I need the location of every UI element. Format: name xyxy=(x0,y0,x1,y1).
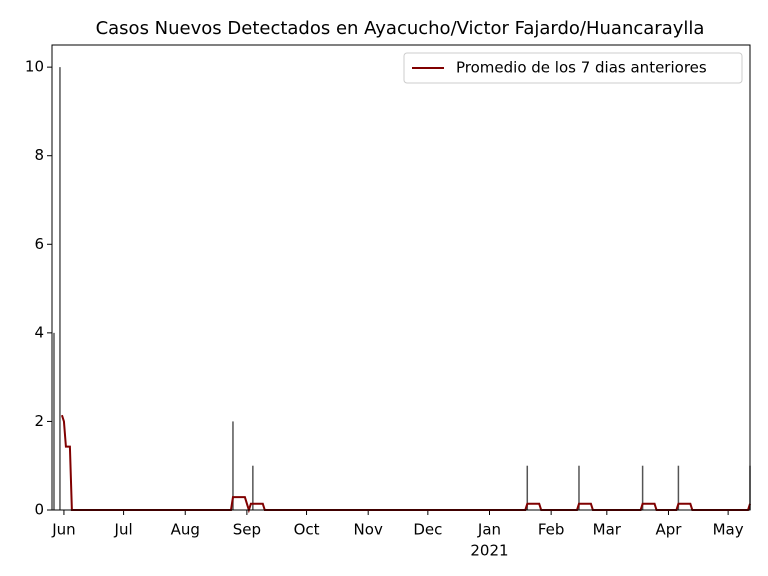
x-tick-label: Oct xyxy=(294,521,320,539)
legend-label: Promedio de los 7 dias anteriores xyxy=(456,59,707,77)
x-tick-label: Dec xyxy=(413,521,442,539)
x-tick-label: Mar xyxy=(593,521,622,539)
y-tick-label: 0 xyxy=(34,501,44,519)
x-tick-label: Sep xyxy=(233,521,261,539)
x-tick-label: May xyxy=(713,521,744,539)
y-tick-label: 4 xyxy=(34,323,44,341)
x-tick-label: Jul xyxy=(114,521,133,539)
y-tick-label: 6 xyxy=(34,235,44,253)
plot-frame xyxy=(51,44,751,511)
x-tick-label: Jan xyxy=(477,521,501,539)
y-tick-label: 2 xyxy=(34,412,44,430)
x-tick-sublabel: 2021 xyxy=(470,542,508,560)
x-tick-label: Nov xyxy=(354,521,383,539)
x-tick-label: Feb xyxy=(538,521,565,539)
legend-box xyxy=(403,52,743,84)
x-tick-label: Apr xyxy=(655,521,682,539)
x-tick-label: Jun xyxy=(51,521,75,539)
y-tick-label: 10 xyxy=(25,58,44,76)
x-tick-label: Aug xyxy=(171,521,200,539)
y-tick-label: 8 xyxy=(34,146,44,164)
chart-title: Casos Nuevos Detectados en Ayacucho/Vict… xyxy=(96,18,705,39)
series-line xyxy=(60,414,751,514)
